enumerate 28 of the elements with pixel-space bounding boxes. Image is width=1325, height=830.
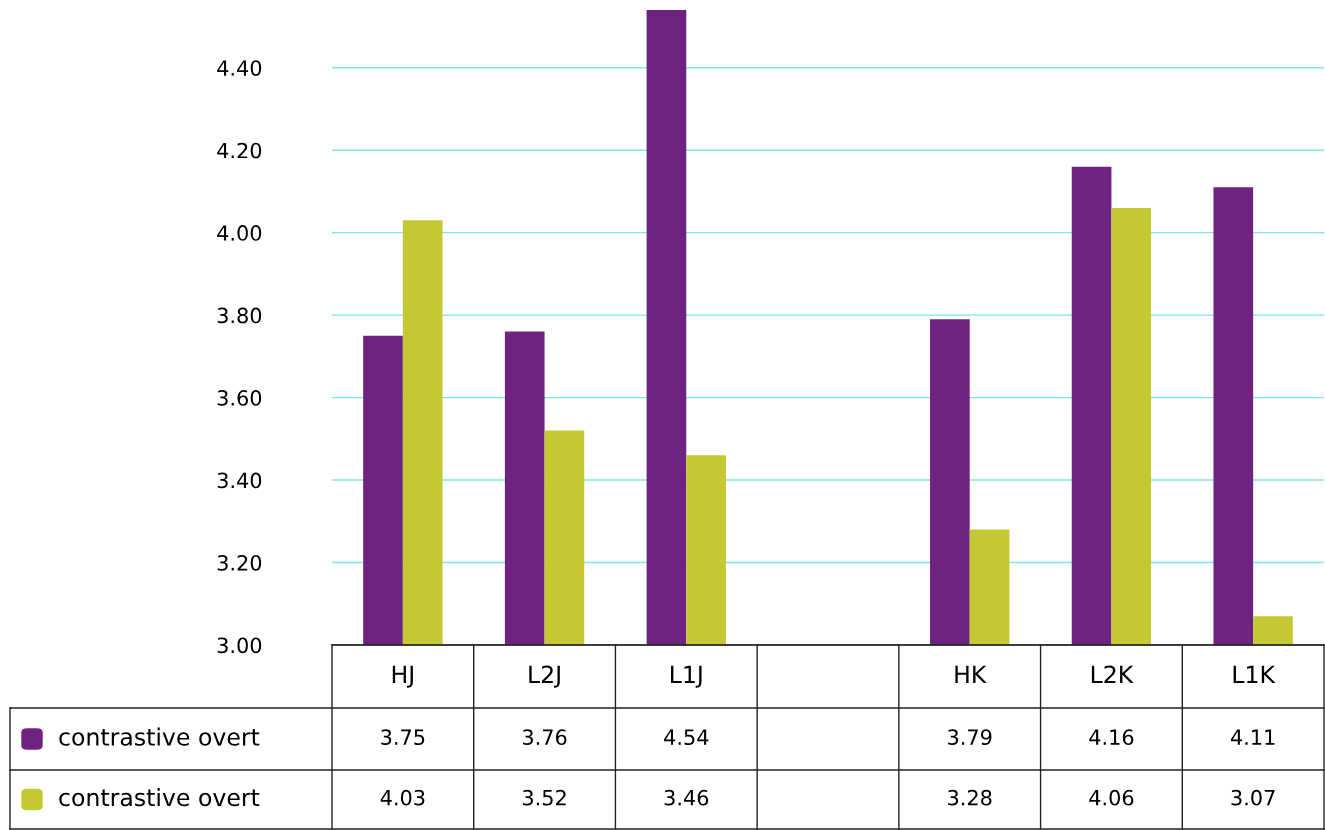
x-tick-label: L2K — [1091, 665, 1134, 684]
data-label: 3.75 — [381, 729, 425, 746]
data-label: 3.28 — [948, 789, 992, 806]
x-tick-label: L1K — [1233, 665, 1276, 684]
y-tick-label: 4.00 — [217, 225, 262, 241]
data-label: 3.46 — [664, 789, 709, 806]
x-tick-label: HK — [955, 665, 987, 684]
data-label: 4.03 — [380, 789, 425, 806]
data-label: 3.76 — [522, 729, 567, 746]
y-tick-label: 4.20 — [217, 142, 262, 159]
data-label: 4.16 — [1089, 729, 1134, 746]
legend-label: contrastive overt — [59, 788, 260, 807]
data-label: 3.52 — [522, 789, 566, 806]
data-label: 4.54 — [664, 729, 709, 746]
y-tick-label: 3.00 — [217, 637, 262, 654]
data-label: 3.79 — [948, 729, 992, 746]
y-tick-label: 3.80 — [217, 307, 262, 324]
x-tick-label: L2J — [529, 665, 560, 688]
x-tick-label: L1J — [671, 665, 702, 688]
y-tick-label: 4.40 — [217, 60, 262, 76]
y-tick-label: 3.60 — [217, 390, 262, 406]
legend-label: contrastive overt — [59, 727, 260, 746]
data-label: 3.07 — [1231, 789, 1275, 806]
data-label: 4.11 — [1230, 729, 1275, 745]
y-tick-label: 3.40 — [217, 472, 262, 489]
data-label: 4.06 — [1089, 789, 1134, 806]
x-tick-label: HJ — [392, 665, 413, 688]
y-tick-label: 3.20 — [217, 554, 262, 571]
